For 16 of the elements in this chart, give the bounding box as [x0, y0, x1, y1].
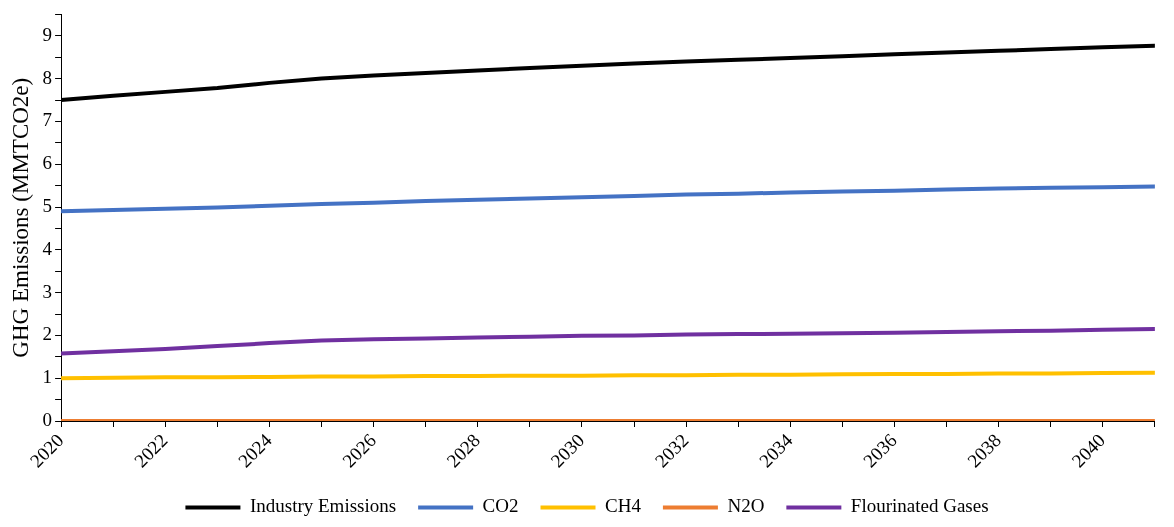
y-tick-label: 9: [42, 23, 53, 45]
y-tick-label: 5: [42, 194, 53, 216]
y-tick-label: 3: [42, 280, 53, 302]
y-tick-label: 6: [42, 152, 53, 174]
y-tick-label: 2: [42, 323, 53, 345]
y-tick-label: 1: [42, 366, 53, 388]
y-axis-title: GHG Emissions (MMTCO2e): [7, 77, 33, 358]
y-tick-label: 4: [42, 237, 53, 259]
y-tick-label: 8: [42, 66, 53, 88]
legend-label: Flourinated Gases: [850, 495, 989, 517]
y-tick-label: 7: [42, 109, 53, 131]
legend-label: CH4: [605, 495, 642, 517]
legend-label: N2O: [727, 495, 765, 517]
legend-label: CO2: [482, 495, 519, 517]
y-tick-label: 0: [42, 408, 53, 430]
legend-label: Industry Emissions: [249, 495, 397, 517]
